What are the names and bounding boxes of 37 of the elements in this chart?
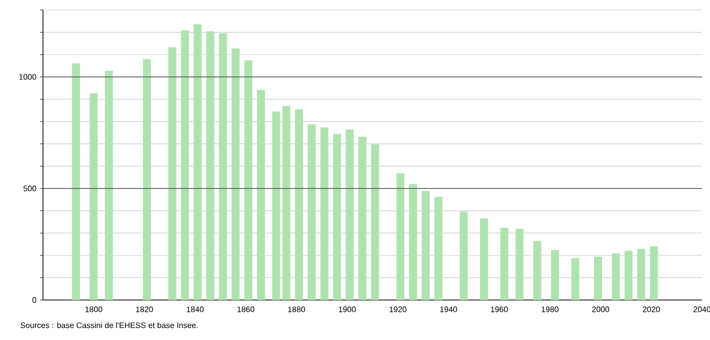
- bar: [358, 136, 366, 300]
- bar: [206, 31, 214, 300]
- bar: [104, 70, 113, 300]
- bar: [272, 111, 280, 300]
- bar: [320, 127, 328, 300]
- bar: [460, 212, 468, 300]
- bar: [72, 63, 80, 300]
- bar: [232, 48, 240, 300]
- bar: [90, 93, 98, 300]
- bar: [650, 246, 658, 300]
- bar: [346, 129, 354, 300]
- bar: [571, 258, 580, 300]
- bar: [434, 196, 442, 300]
- bar: [142, 59, 151, 300]
- bar: [180, 30, 189, 300]
- bar: [409, 184, 418, 300]
- bar: [256, 90, 265, 300]
- bar: [244, 60, 252, 300]
- bar: [637, 248, 646, 300]
- bar: [551, 250, 559, 300]
- bar: [396, 173, 404, 300]
- bar: [194, 24, 202, 300]
- bar: [333, 134, 342, 300]
- bar: [480, 218, 488, 300]
- bar: [422, 190, 430, 300]
- bar: [218, 33, 227, 300]
- bar: [500, 228, 508, 300]
- bar: [295, 109, 303, 300]
- bar: [371, 144, 380, 300]
- bar: [282, 106, 290, 300]
- bar: [168, 47, 176, 300]
- bar: [594, 256, 602, 300]
- bar: [533, 240, 542, 300]
- bar: [516, 229, 524, 300]
- bar: [612, 253, 620, 300]
- bar: [308, 124, 316, 300]
- bar: [624, 250, 633, 300]
